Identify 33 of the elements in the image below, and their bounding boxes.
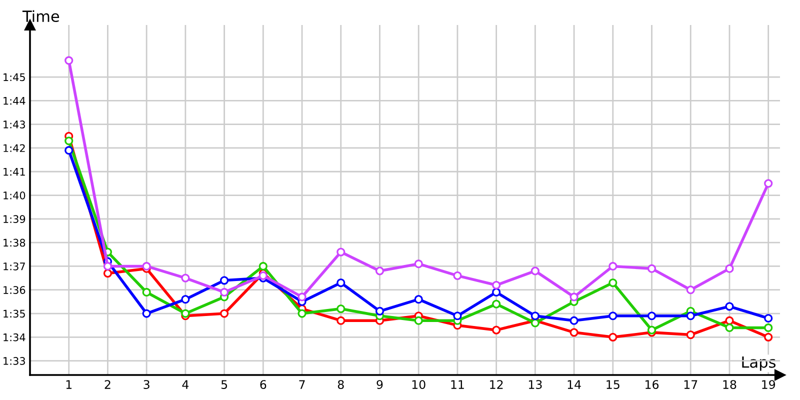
y-tick-label: 1:34	[4, 333, 26, 342]
x-tick-label: 11	[451, 380, 464, 389]
x-tick-label: 7	[299, 380, 305, 389]
x-tick-label: 12	[490, 380, 503, 389]
x-tick-label: 18	[723, 380, 736, 389]
y-tick-label: 1:40	[4, 191, 26, 200]
x-tick-label: 6	[260, 380, 266, 389]
x-tick-label: 13	[528, 380, 542, 389]
y-tick-label: 1:43	[4, 120, 25, 128]
x-tick-label: 2	[104, 380, 110, 389]
y-tick-label: 1:42	[4, 144, 25, 152]
x-tick-label: 19	[762, 380, 776, 389]
x-tick-label: 16	[646, 380, 659, 389]
x-tick-label: 5	[221, 380, 228, 389]
x-tick-label: 10	[412, 380, 426, 389]
y-tick-label: 1:33	[4, 357, 25, 365]
x-tick-label: 8	[338, 380, 344, 389]
x-tick-label: 4	[182, 380, 189, 389]
y-tick-label: 1:37	[4, 262, 25, 270]
x-tick-label: 17	[684, 380, 698, 389]
y-tick-label: 1:38	[4, 238, 26, 247]
x-tick-label: 14	[568, 380, 581, 389]
y-tick-label: 1:36	[4, 286, 26, 294]
x-tick-label: 3	[144, 380, 150, 389]
y-axis-title: Time	[22, 10, 60, 22]
x-tick-label: 1	[66, 380, 72, 389]
y-tick-label: 1:44	[4, 97, 26, 105]
x-tick-label: 9	[376, 380, 383, 389]
y-tick-label: 1:35	[4, 310, 25, 318]
y-tick-label: 1:45	[4, 73, 25, 82]
x-tick-label: 15	[606, 380, 620, 389]
y-tick-label: 1:39	[4, 215, 26, 224]
y-tick-label: 1:41	[4, 168, 25, 176]
